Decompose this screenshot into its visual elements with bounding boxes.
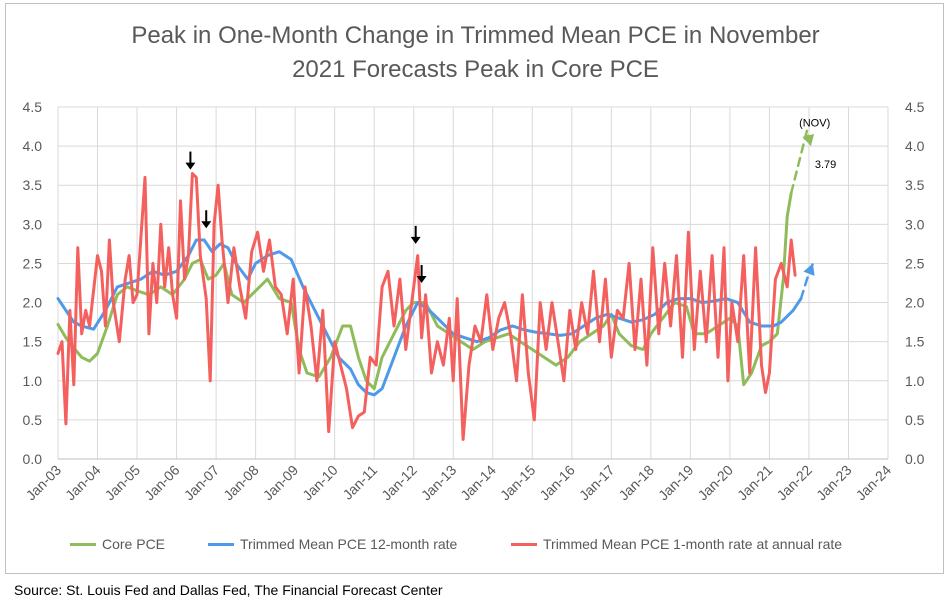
peak-arrow-head	[410, 236, 421, 244]
series-line-trimmed-mean-pce-12-month-rate	[56, 238, 803, 397]
y-tick-label-right: 1.0	[905, 373, 925, 389]
y-tick-label-left: 2.5	[23, 255, 43, 271]
x-tick-label: Jan-04	[62, 462, 104, 504]
legend-core-pce: Core PCE	[70, 536, 165, 552]
y-tick-label-right: 2.5	[905, 255, 925, 271]
y-tick-label-right: 4.5	[905, 99, 925, 115]
x-tick-label: Jan-22	[773, 462, 815, 504]
x-tick-label: Jan-24	[853, 462, 895, 504]
x-tick-label: Jan-18	[615, 462, 657, 504]
y-tick-label-right: 4.0	[905, 138, 925, 154]
annotation-nov: (NOV)	[799, 118, 830, 130]
peak-arrow-head	[201, 221, 212, 229]
y-tick-label-left: 1.0	[23, 373, 43, 389]
legend-swatch-trimmed-12m	[208, 542, 234, 546]
y-tick-label-left: 4.5	[23, 99, 43, 115]
legend-trimmed-12m: Trimmed Mean PCE 12-month rate	[208, 536, 457, 552]
y-tick-label-right: 2.0	[905, 295, 925, 311]
x-tick-label: Jan-12	[378, 462, 420, 504]
y-tick-label-right: 3.0	[905, 216, 925, 232]
x-tick-label: Jan-09	[260, 462, 302, 504]
y-tick-label-left: 3.0	[23, 216, 43, 232]
forecast-arrowhead-trimmed-mean-pce-12-month-forecast	[803, 263, 815, 276]
x-tick-label: Jan-21	[734, 462, 776, 504]
x-tick-label: Jan-03	[23, 462, 65, 504]
x-tick-label: Jan-17	[576, 462, 618, 504]
y-tick-label-left: 3.5	[23, 177, 43, 193]
y-tick-label-left: 4.0	[23, 138, 43, 154]
x-tick-label: Jan-07	[181, 462, 223, 504]
x-tick-label: Jan-06	[141, 462, 183, 504]
x-tick-label: Jan-23	[813, 462, 855, 504]
legend-label-trimmed-12m: Trimmed Mean PCE 12-month rate	[240, 536, 458, 552]
x-tick-label: Jan-13	[418, 462, 460, 504]
legend-swatch-core-pce	[70, 542, 96, 546]
x-tick-label: Jan-15	[497, 462, 539, 504]
peak-arrow-head	[416, 276, 427, 283]
legend-trimmed-1m: Trimmed Mean PCE 1-month rate at annual …	[511, 536, 842, 552]
source-note: Source: St. Louis Fed and Dallas Fed, Th…	[14, 582, 443, 598]
x-tick-label: Jan-16	[536, 462, 578, 504]
chart-title-line-2: 2021 Forecasts Peak in Core PCE	[292, 56, 659, 83]
legend-swatch-trimmed-1m	[511, 542, 537, 546]
x-tick-label: Jan-11	[339, 462, 380, 503]
annotation-core-value: 3.79	[815, 159, 836, 171]
y-tick-label-right: 0.0	[905, 451, 925, 467]
y-tick-label-left: 0.0	[23, 451, 43, 467]
x-tick-label: Jan-05	[102, 462, 144, 504]
y-tick-label-right: 0.5	[905, 412, 925, 428]
x-tick-label: Jan-20	[694, 462, 736, 504]
series-line-core-pce	[56, 191, 793, 391]
y-tick-label-right: 3.5	[905, 177, 925, 193]
legend-label-trimmed-1m: Trimmed Mean PCE 1-month rate at annual …	[543, 536, 843, 552]
y-tick-label-right: 1.5	[905, 334, 925, 350]
series-line-trimmed-mean-pce-1-month-rate-at-annual-rate	[56, 172, 797, 441]
forecast-arrowhead-core-pce-forecast	[802, 134, 815, 147]
x-tick-label: Jan-19	[655, 462, 697, 504]
y-tick-label-left: 0.5	[23, 412, 43, 428]
y-tick-label-left: 2.0	[23, 295, 43, 311]
x-tick-label: Jan-10	[299, 462, 341, 504]
y-tick-label-left: 1.5	[23, 334, 43, 350]
peak-arrow-head	[185, 162, 196, 170]
legend-label-core-pce: Core PCE	[102, 536, 166, 552]
chart-title-line-1: Peak in One-Month Change in Trimmed Mean…	[131, 22, 820, 49]
x-tick-label: Jan-14	[457, 462, 499, 504]
x-tick-label: Jan-08	[220, 462, 262, 504]
